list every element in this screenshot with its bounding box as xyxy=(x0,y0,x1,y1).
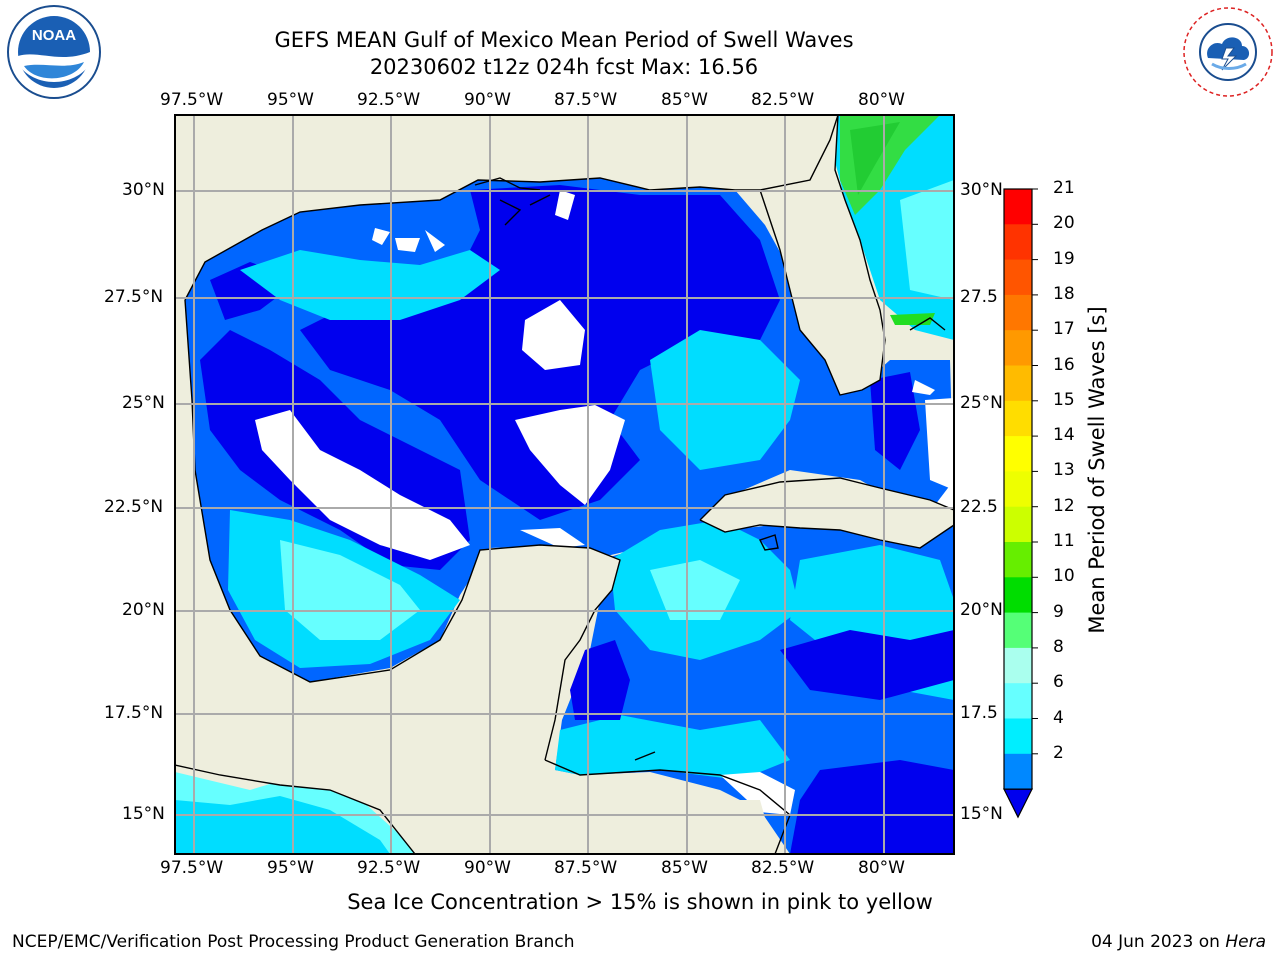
lat-tick-right: 27.5 xyxy=(960,287,998,307)
colorbar-tick-label: 4 xyxy=(1053,707,1064,728)
lon-tick-bottom: 85°W xyxy=(661,858,708,878)
colorbar-segment xyxy=(1004,753,1032,790)
colorbar-segment xyxy=(1004,718,1032,755)
colorbar-tick-label: 18 xyxy=(1053,283,1075,304)
lon-tick-top: 85°W xyxy=(661,90,708,110)
florida-peninsula xyxy=(760,115,885,395)
colorbar-tick-label: 10 xyxy=(1053,566,1075,587)
colorbar-segment xyxy=(1004,577,1032,614)
lon-tick-top: 87.5°W xyxy=(554,90,618,110)
lon-tick-top: 82.5°W xyxy=(751,90,815,110)
footer-date-text: 04 Jun 2023 on xyxy=(1091,932,1220,952)
lat-tick-left: 27.5°N xyxy=(104,287,164,307)
lat-tick-left: 17.5°N xyxy=(104,703,164,723)
colorbar-tick-label: 19 xyxy=(1053,248,1075,269)
lat-tick-right: 15°N xyxy=(960,804,1003,824)
lon-tick-top: 80°W xyxy=(858,90,905,110)
lat-tick-left: 15°N xyxy=(122,804,165,824)
colorbar-tick-label: 2 xyxy=(1053,742,1064,763)
colorbar-segment xyxy=(1004,436,1032,472)
colorbar-tick-label: 14 xyxy=(1053,425,1075,446)
colorbar-segment xyxy=(1004,471,1032,508)
colorbar-extend-triangle xyxy=(1003,788,1033,819)
colorbar-segment xyxy=(1004,330,1032,366)
lon-tick-bottom: 87.5°W xyxy=(554,858,618,878)
lat-tick-right: 17.5 xyxy=(960,703,998,723)
colorbar-tick-label: 6 xyxy=(1053,672,1064,693)
sea-ice-note: Sea Ice Concentration > 15% is shown in … xyxy=(347,890,933,914)
yucatan-peninsula xyxy=(300,545,620,800)
central-america xyxy=(175,740,700,854)
colorbar-segment xyxy=(1004,189,1032,225)
colorbar-segment xyxy=(1004,612,1032,649)
cuba-island xyxy=(700,478,954,548)
colorbar-segment xyxy=(1004,400,1032,437)
colorbar-label: Mean Period of Swell Waves [s] xyxy=(1085,306,1109,634)
colorbar-segment xyxy=(1004,224,1032,261)
us-gulf-coast xyxy=(175,115,838,300)
chart-title: GEFS MEAN Gulf of Mexico Mean Period of … xyxy=(274,28,854,52)
mexico-coast xyxy=(175,300,310,730)
colorbar-tick-label: 20 xyxy=(1053,213,1075,234)
colorbar-tick-label: 12 xyxy=(1053,495,1075,516)
lat-tick-left: 25°N xyxy=(122,393,165,413)
colorbar-segment xyxy=(1004,647,1032,684)
footer-credit: NCEP/EMC/Verification Post Processing Pr… xyxy=(12,932,575,952)
lat-tick-right: 30°N xyxy=(960,180,1003,200)
lat-tick-right: 25°N xyxy=(960,393,1003,413)
lat-tick-left: 20°N xyxy=(122,600,165,620)
colorbar-tick-label: 8 xyxy=(1053,636,1064,657)
colorbar-tick-label: 13 xyxy=(1053,460,1075,481)
colorbar-segment xyxy=(1004,506,1032,543)
lat-tick-left: 30°N xyxy=(122,180,165,200)
lon-tick-bottom: 90°W xyxy=(464,858,511,878)
lon-tick-bottom: 97.5°W xyxy=(160,858,224,878)
lon-tick-bottom: 92.5°W xyxy=(357,858,421,878)
lon-tick-top: 97.5°W xyxy=(160,90,224,110)
lon-tick-top: 95°W xyxy=(267,90,314,110)
colorbar-tick-label: 21 xyxy=(1053,178,1075,198)
lon-tick-bottom: 82.5°W xyxy=(751,858,815,878)
colorbar-segment xyxy=(1004,259,1032,296)
colorbar xyxy=(1003,188,1038,819)
lat-tick-right: 22.5 xyxy=(960,497,998,517)
graticule xyxy=(175,115,954,854)
lon-tick-top: 90°W xyxy=(464,90,511,110)
lon-tick-bottom: 80°W xyxy=(858,858,905,878)
colorbar-segment xyxy=(1004,683,1032,719)
footer-host: Hera xyxy=(1225,932,1266,952)
colorbar-tick-label: 9 xyxy=(1053,601,1064,622)
colorbar-tick-label: 16 xyxy=(1053,354,1075,375)
colorbar-segment xyxy=(1004,294,1032,331)
colorbar-frame xyxy=(1003,188,1033,790)
colorbar-tick-label: 11 xyxy=(1053,531,1075,551)
colorbar-segment xyxy=(1004,365,1032,402)
lon-tick-bottom: 95°W xyxy=(267,858,314,878)
lat-tick-right: 20°N xyxy=(960,600,1003,620)
colorbar-tick-label: 15 xyxy=(1053,389,1075,410)
nws-logo xyxy=(1178,4,1278,100)
lon-tick-top: 92.5°W xyxy=(357,90,421,110)
lat-tick-left: 22.5°N xyxy=(104,497,164,517)
noaa-logo: NOAA xyxy=(4,4,104,100)
chart-subtitle: 20230602 t12z 024h fcst Max: 16.56 xyxy=(369,55,759,79)
colorbar-segment xyxy=(1004,542,1032,578)
colorbar-tick-label: 17 xyxy=(1053,319,1075,340)
map-frame xyxy=(174,114,955,855)
footer-date: 04 Jun 2023 on Hera xyxy=(1091,932,1266,952)
noaa-logo-text: NOAA xyxy=(32,27,76,44)
